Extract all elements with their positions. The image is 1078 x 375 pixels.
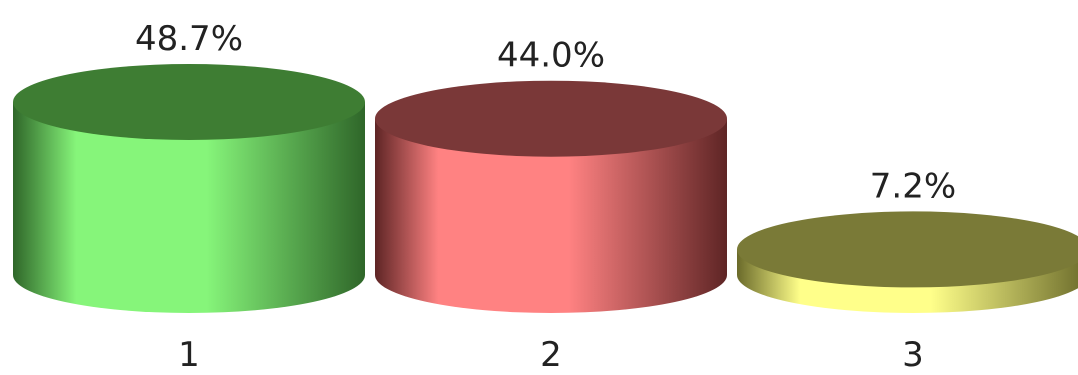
value-labels-group: 48.7% 44.0% 7.2%: [135, 19, 956, 206]
value-label-3: 7.2%: [870, 166, 956, 206]
cylinder-top-1: [13, 64, 365, 140]
category-label-1: 1: [178, 335, 200, 375]
value-label-2: 44.0%: [497, 36, 605, 76]
cylinder-top-2: [375, 80, 727, 157]
cylinder-top-3: [737, 211, 1078, 288]
cylinder-3: [737, 211, 1078, 313]
cylinder-2: [375, 80, 727, 313]
category-label-2: 2: [540, 335, 562, 375]
cylinder-body-2: [375, 118, 727, 313]
cylinders-group: [13, 64, 1078, 313]
cylinder-1: [13, 64, 365, 313]
category-labels-group: 1 2 3: [178, 335, 924, 375]
cylinder-body-1: [13, 102, 365, 313]
category-label-3: 3: [902, 335, 924, 375]
value-label-1: 48.7%: [135, 19, 243, 59]
